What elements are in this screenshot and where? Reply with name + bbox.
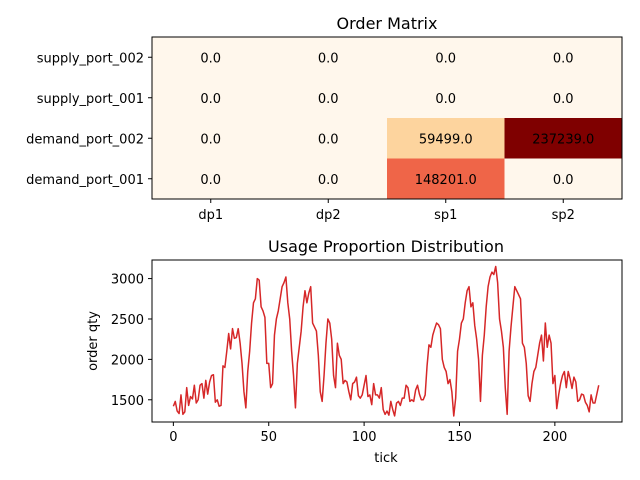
- heatmap-cell-label: 237239.0: [532, 132, 594, 147]
- heatmap-cell: [269, 158, 388, 200]
- heatmap-cell-label: 0.0: [200, 132, 221, 147]
- heatmap-cell-labels: 0.0 0.0 0.0 0.0 0.0 0.0 0.0 0.0 0.0 0.0 59499.0 237…: [200, 51, 594, 188]
- heatmap-cell: [387, 118, 505, 159]
- line-x-tick-label: 100: [352, 430, 377, 445]
- heatmap-cell: [269, 37, 388, 78]
- heatmap-y-ticks: supply_port_002 supply_port_001 demand_por…: [26, 51, 152, 188]
- heatmap-cell-label: 0.0: [435, 51, 456, 66]
- heatmap-cell-label: 0.0: [318, 51, 339, 66]
- order-matrix-heatmap: Order Matrix 0.0 0.0 0.0 0.00.0 0.0 0.0 0.00.0…: [26, 14, 623, 223]
- heatmap-x-tick-label: dp1: [198, 208, 223, 223]
- heatmap-cell-label: 148201.0: [415, 173, 477, 188]
- heatmap-cell: [387, 158, 505, 200]
- heatmap-cell: [152, 37, 270, 78]
- heatmap-cell: [152, 77, 270, 119]
- heatmap-y-tick-label: demand_port_002: [26, 132, 144, 147]
- heatmap-cell: [504, 77, 623, 119]
- heatmap-frame: [151, 36, 623, 200]
- line-plot-area: [172, 265, 600, 417]
- heatmap-cell-label: 0.0: [200, 92, 221, 107]
- line-y-ticks: 1500 2000 2500 3000: [111, 273, 152, 409]
- heatmap-cell: [152, 118, 270, 159]
- usage-line-chart: Usage Proportion Distribution 0 50 100 150 2…: [86, 237, 623, 466]
- line-y-tick-label: 3000: [111, 273, 144, 288]
- heatmap-cell-label: 0.0: [318, 92, 339, 107]
- usage-series-line: [172, 265, 600, 417]
- heatmap-cell: [269, 77, 388, 119]
- line-chart-title: Usage Proportion Distribution: [268, 237, 504, 256]
- heatmap-cell-label: 0.0: [200, 51, 221, 66]
- heatmap-cell: [504, 118, 623, 159]
- line-x-tick-label: 150: [447, 430, 472, 445]
- line-x-tick-label: 200: [542, 430, 567, 445]
- heatmap-cell-label: 59499.0: [419, 132, 473, 147]
- line-x-tick-label: 50: [260, 430, 277, 445]
- line-x-axis-label: tick: [374, 451, 398, 466]
- heatmap-cells: [152, 37, 623, 200]
- heatmap-x-tick-label: sp1: [434, 208, 457, 223]
- heatmap-cell-label: 0.0: [318, 132, 339, 147]
- heatmap-cell: [504, 158, 623, 200]
- heatmap-cell-label: 0.0: [435, 92, 456, 107]
- heatmap-y-tick-label: supply_port_002: [37, 51, 144, 66]
- heatmap-x-ticks: dp1 dp2 sp1 sp2: [198, 199, 575, 223]
- heatmap-cell-label: 0.0: [553, 51, 574, 66]
- line-y-axis-label: order qty: [86, 311, 101, 371]
- heatmap-cell-label: 0.0: [553, 173, 574, 188]
- heatmap-cell: [269, 118, 388, 159]
- line-y-tick-label: 1500: [111, 394, 144, 409]
- heatmap-cell: [504, 37, 623, 78]
- line-x-tick-label: 0: [169, 430, 177, 445]
- line-x-ticks: 0 50 100 150 200: [169, 422, 567, 445]
- line-y-tick-label: 2000: [111, 353, 144, 368]
- heatmap-cell-label: 0.0: [553, 92, 574, 107]
- heatmap-x-tick-label: dp2: [316, 208, 341, 223]
- heatmap-cell-label: 0.0: [200, 173, 221, 188]
- heatmap-x-tick-label: sp2: [552, 208, 575, 223]
- heatmap-y-tick-label: supply_port_001: [37, 92, 144, 107]
- line-y-tick-label: 2500: [111, 313, 144, 328]
- line-chart-frame: [151, 259, 623, 423]
- heatmap-cell-label: 0.0: [318, 173, 339, 188]
- heatmap-title: Order Matrix: [337, 14, 438, 33]
- heatmap-cell: [152, 158, 270, 200]
- heatmap-y-tick-label: demand_port_001: [26, 173, 144, 188]
- heatmap-cell: [387, 37, 505, 78]
- heatmap-cell: [387, 77, 505, 119]
